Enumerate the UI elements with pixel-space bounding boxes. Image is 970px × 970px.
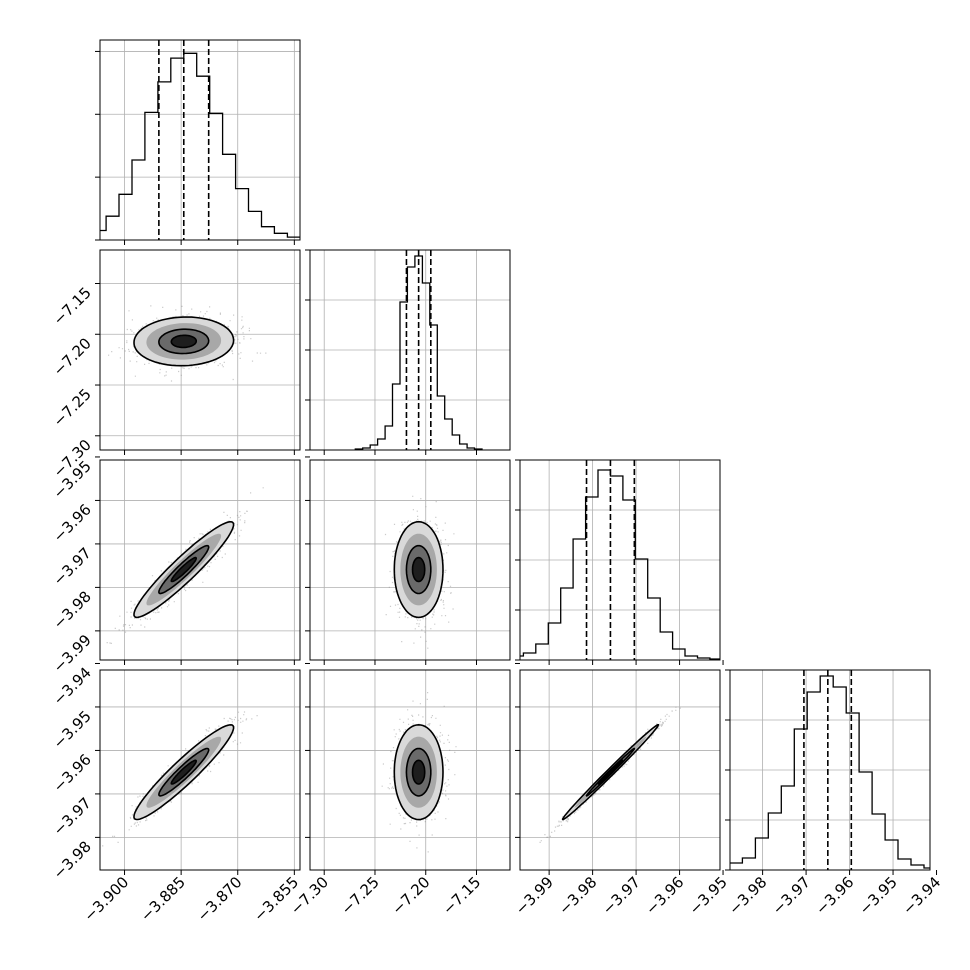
density-contour-2 <box>170 334 197 349</box>
histogram-3 <box>730 675 930 869</box>
x-tick-label: −3.94 <box>899 873 944 918</box>
density-contour-2 <box>597 759 624 785</box>
y-tick-label: −3.99 <box>50 631 95 676</box>
x-tick-label: −3.99 <box>512 873 557 918</box>
x-tick-label: −3.96 <box>812 873 857 918</box>
density-content <box>102 711 258 847</box>
panel-frame <box>309 669 511 871</box>
y-tick-label: −7.25 <box>50 385 95 430</box>
x-tick-label: −7.25 <box>338 873 383 918</box>
x-tick-label: −3.97 <box>599 873 644 918</box>
panel-frame <box>309 459 511 661</box>
density-contour-0 <box>393 723 444 821</box>
density-content <box>381 692 457 853</box>
histogram-0 <box>100 52 300 240</box>
density-content <box>108 305 267 382</box>
density-panel-1-0 <box>95 249 301 455</box>
density-contour-2 <box>411 556 426 583</box>
density-contour-0 <box>393 520 444 619</box>
y-tick-label: −3.95 <box>50 707 95 752</box>
hist-panel-3 <box>725 669 938 875</box>
density-contour-1 <box>405 747 432 797</box>
density-contour-1 <box>158 747 210 797</box>
hist-panel-2 <box>515 459 724 665</box>
scatter-points <box>381 692 457 853</box>
y-tick-label: −3.96 <box>50 751 95 796</box>
density-content <box>384 495 455 649</box>
density-fill-3 <box>171 335 197 348</box>
density-content <box>539 706 681 843</box>
density-contour-0 <box>133 723 235 821</box>
density-fill-3 <box>171 760 197 784</box>
panel-frame <box>519 459 721 661</box>
x-tick-label: −3.97 <box>769 873 814 918</box>
panel-frame <box>99 669 301 871</box>
density-panel-2-0 <box>95 456 301 665</box>
density-contour-1 <box>158 328 210 355</box>
x-tick-label: −3.98 <box>555 873 600 918</box>
density-panel-3-2 <box>515 662 724 875</box>
y-tick-label: −3.97 <box>50 794 95 839</box>
x-tick-label: −3.98 <box>725 873 770 918</box>
density-contour-0 <box>133 521 235 619</box>
density-panel-3-0 <box>95 662 301 875</box>
y-tick-label: −3.98 <box>50 837 95 882</box>
hist-panel-0 <box>95 39 301 245</box>
y-tick-label: −3.97 <box>50 544 95 589</box>
density-fill-3 <box>412 557 425 582</box>
density-fill-3 <box>171 557 197 582</box>
panel-frame <box>99 459 301 661</box>
x-tick-label: −3.900 <box>80 873 132 925</box>
density-panel-2-1 <box>305 456 511 665</box>
density-content <box>106 487 264 644</box>
x-tick-label: −3.96 <box>642 873 687 918</box>
x-tick-label: −3.885 <box>137 873 189 925</box>
density-panel-3-1 <box>305 662 511 875</box>
x-tick-label: −7.15 <box>439 873 484 918</box>
x-tick-label: −3.95 <box>856 873 901 918</box>
density-contour-1 <box>585 747 636 797</box>
density-fill-3 <box>412 760 425 784</box>
x-tick-label: −3.95 <box>686 873 731 918</box>
panel-frame <box>99 249 301 451</box>
x-tick-label: −7.20 <box>388 873 433 918</box>
density-contour-1 <box>405 544 432 595</box>
density-contour-2 <box>170 759 197 785</box>
density-contour-0 <box>561 724 659 821</box>
panel-frame <box>99 39 301 241</box>
y-tick-label: −3.96 <box>50 501 95 546</box>
density-contour-1 <box>158 544 210 595</box>
y-tick-label: −7.15 <box>50 284 95 329</box>
panel-frame <box>519 669 721 871</box>
x-tick-label: −3.870 <box>194 873 246 925</box>
hist-panel-1 <box>305 249 511 455</box>
y-tick-label: −3.98 <box>50 587 95 632</box>
density-contour-2 <box>411 759 426 785</box>
panel-frame <box>729 669 931 871</box>
density-contour-0 <box>133 316 235 367</box>
density-contour-2 <box>170 556 197 583</box>
panel-frame <box>309 249 511 451</box>
y-tick-label: −7.20 <box>50 334 95 379</box>
